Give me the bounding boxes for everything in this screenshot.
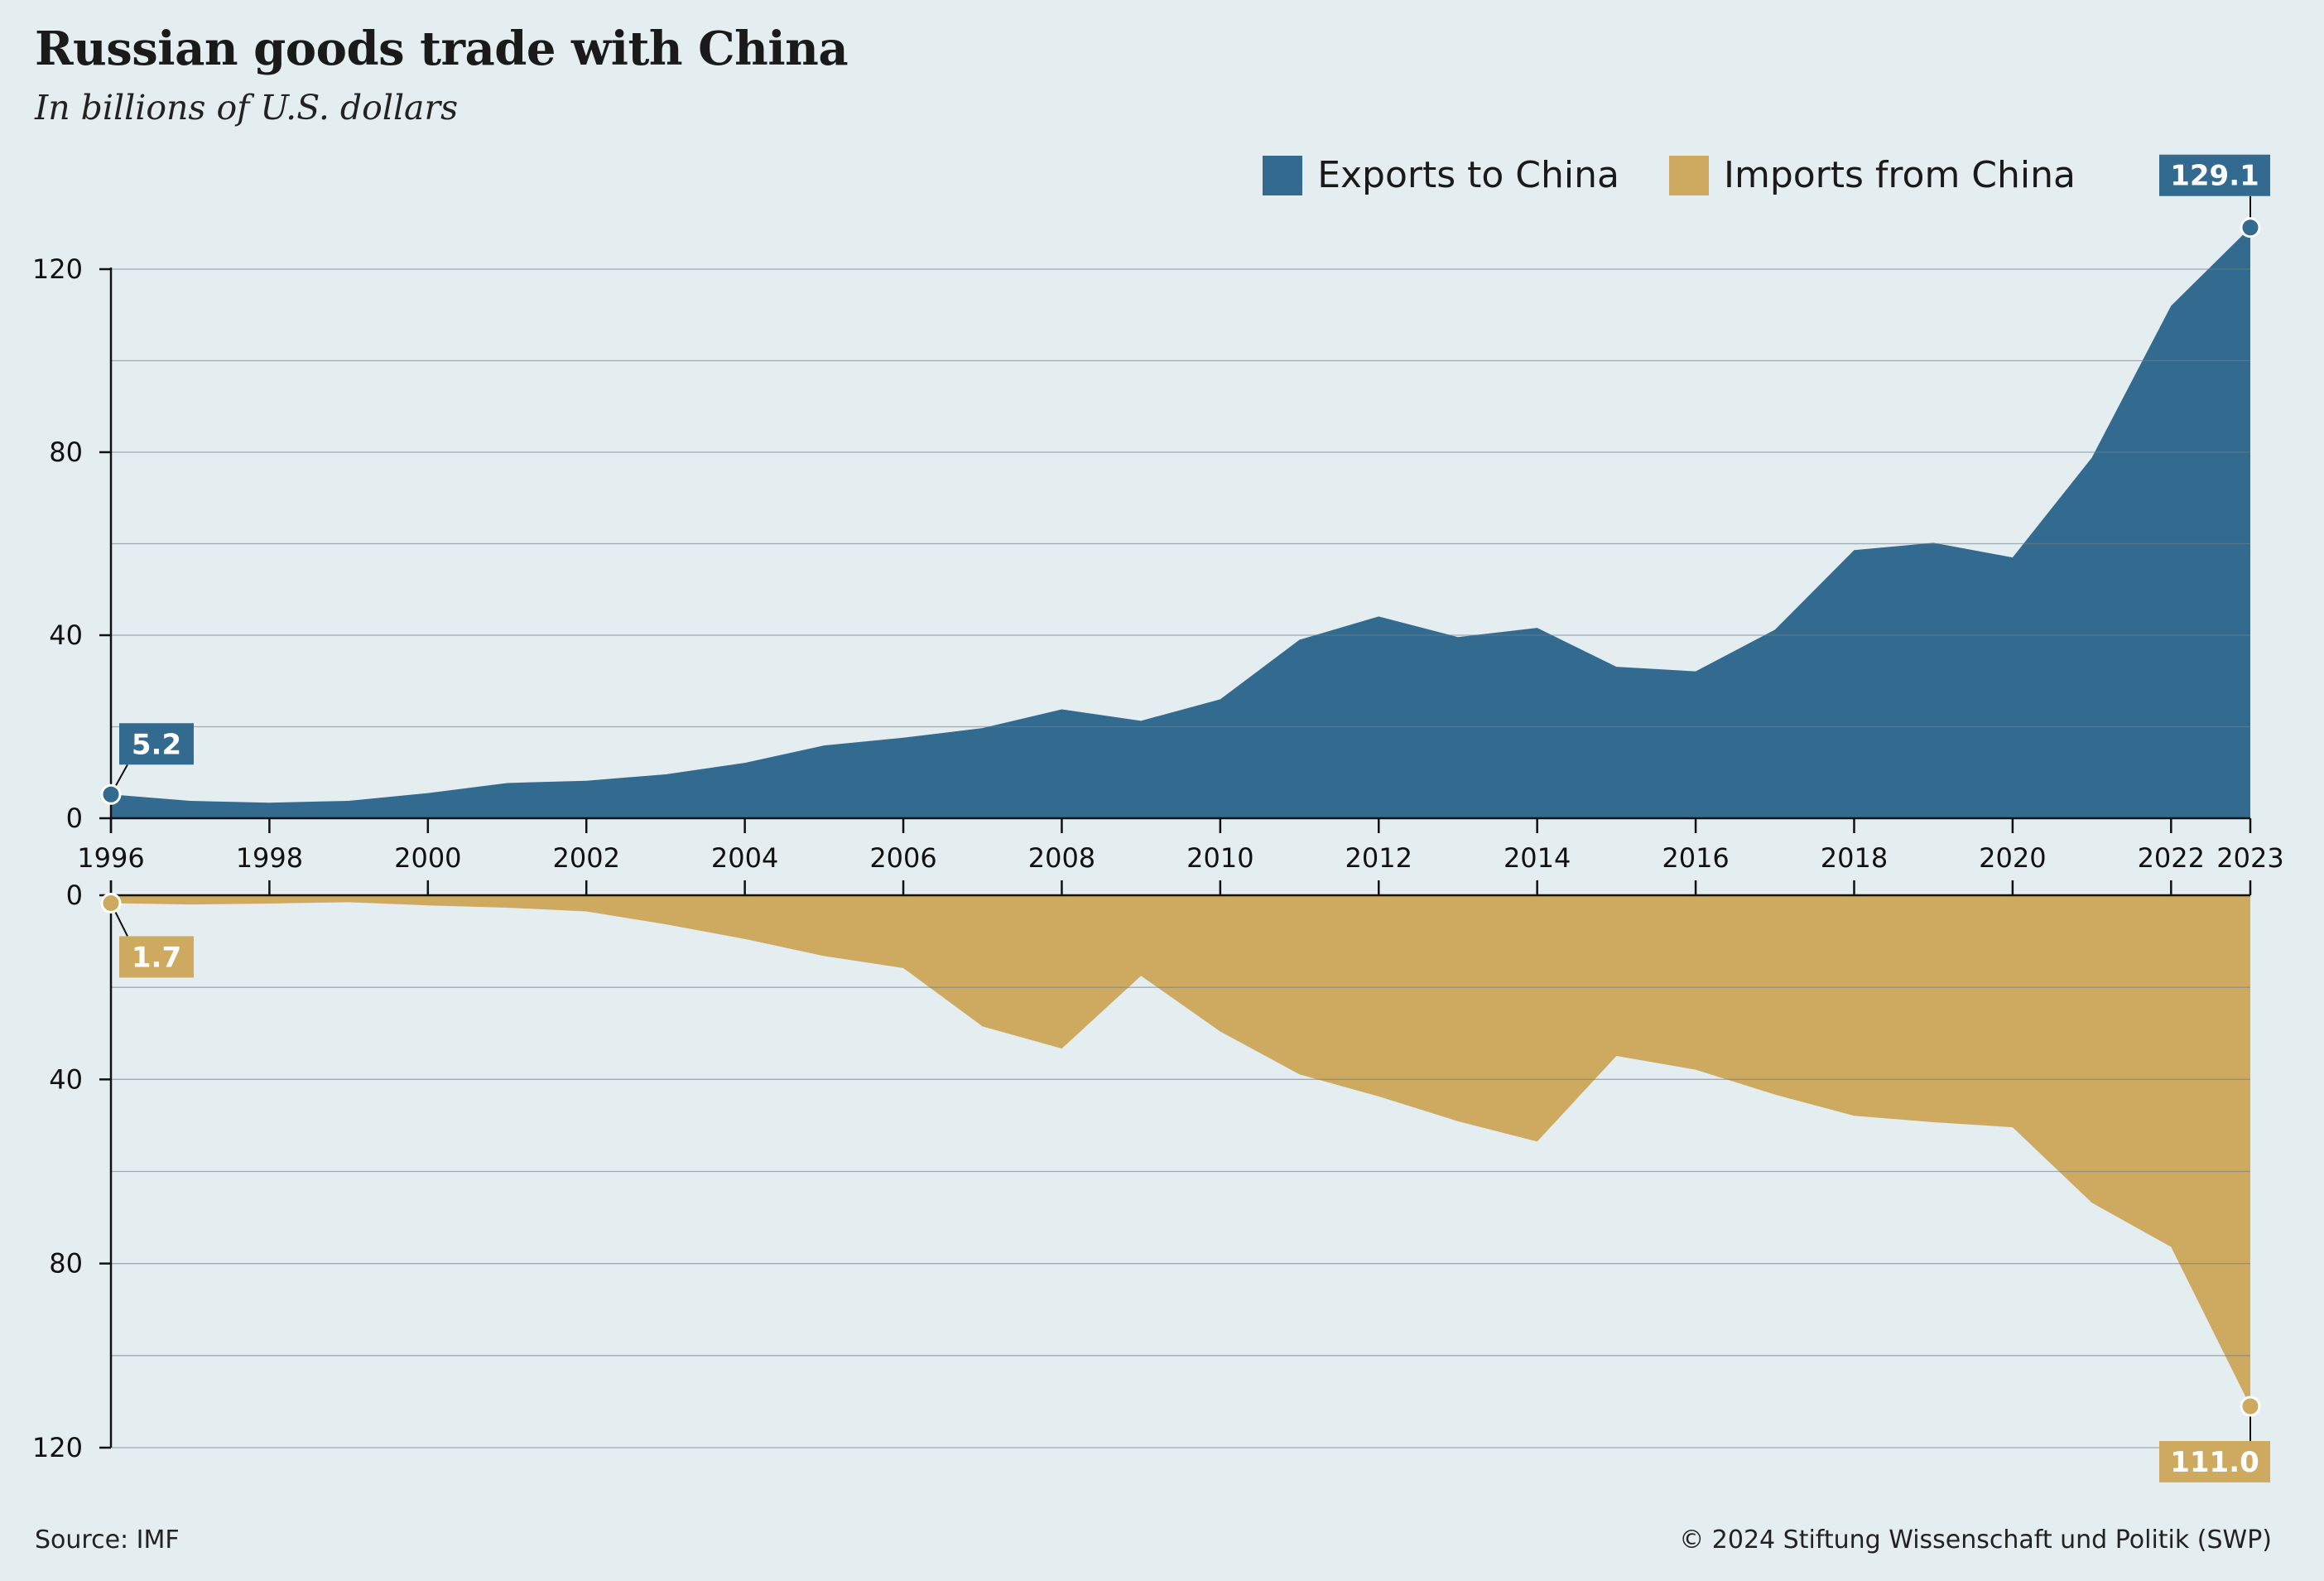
x-tick-label: 2014 — [1504, 842, 1571, 874]
x-tick-label: 2018 — [1821, 842, 1888, 874]
y-tick-label-bottom: 80 — [49, 1248, 83, 1280]
callout-box — [2159, 154, 2270, 196]
callout-marker — [2240, 1395, 2261, 1417]
callout-box — [119, 936, 194, 978]
copyright-note: © 2024 Stiftung Wissenschaft und Politik… — [1679, 1526, 2272, 1554]
legend-item-exports: Exports to China — [1263, 154, 1619, 196]
x-tick-label: 2010 — [1186, 842, 1253, 874]
y-tick-label-top: 80 — [49, 436, 83, 468]
exports-area — [111, 227, 2250, 818]
y-tick-label-top: 40 — [49, 619, 83, 651]
x-tick-label: 2012 — [1345, 842, 1412, 874]
chart-title: Russian goods trade with China — [35, 22, 849, 76]
x-tick-label: 1996 — [77, 842, 144, 874]
chart-subtitle: In billions of U.S. dollars — [35, 88, 459, 128]
x-tick-label: 2020 — [1979, 842, 2046, 874]
x-tick-label: 2023 — [2216, 842, 2283, 874]
x-tick-label: 2008 — [1028, 842, 1095, 874]
callout-label: 129.1 — [2170, 160, 2259, 193]
x-tick-label: 2000 — [394, 842, 461, 874]
legend-swatch-exports — [1263, 155, 1303, 195]
x-tick-label: 2006 — [869, 842, 936, 874]
x-tick-label: 2016 — [1662, 842, 1729, 874]
y-tick-label-top: 120 — [32, 253, 83, 285]
callout-label: 1.7 — [132, 941, 181, 974]
legend-item-imports: Imports from China — [1668, 154, 2076, 196]
callout-marker — [100, 892, 122, 913]
y-tick-label-bottom: 120 — [32, 1432, 83, 1463]
legend-label-imports: Imports from China — [1723, 154, 2076, 196]
callout-box — [119, 723, 194, 765]
legend-label-exports: Exports to China — [1317, 154, 1619, 196]
x-tick-label: 2002 — [553, 842, 620, 874]
imports-area — [111, 895, 2250, 1406]
x-tick-label: 1998 — [236, 842, 303, 874]
x-tick-label: 2022 — [2138, 842, 2205, 874]
callout-box — [2159, 1440, 2270, 1482]
x-tick-label: 2004 — [711, 842, 778, 874]
callout-label: 5.2 — [132, 728, 181, 761]
legend-swatch-imports — [1668, 155, 1709, 195]
y-tick-label-bottom: 40 — [49, 1063, 83, 1095]
callout-label: 111.0 — [2170, 1446, 2259, 1479]
source-note: Source: IMF — [35, 1526, 180, 1554]
y-tick-label-bottom: 0 — [66, 880, 83, 911]
y-tick-label-top: 0 — [66, 803, 83, 834]
callout-marker — [100, 783, 122, 805]
callout-marker — [2240, 217, 2261, 239]
legend: Exports to China Imports from China — [1263, 154, 2076, 196]
